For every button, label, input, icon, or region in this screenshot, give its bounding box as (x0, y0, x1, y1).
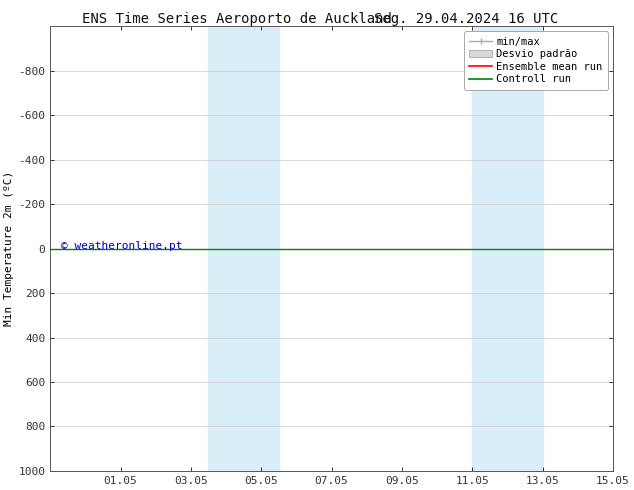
Legend: min/max, Desvio padrão, Ensemble mean run, Controll run: min/max, Desvio padrão, Ensemble mean ru… (464, 31, 608, 90)
Text: ENS Time Series Aeroporto de Auckland: ENS Time Series Aeroporto de Auckland (82, 12, 392, 26)
Text: Seg. 29.04.2024 16 UTC: Seg. 29.04.2024 16 UTC (373, 12, 558, 26)
Text: © weatheronline.pt: © weatheronline.pt (61, 242, 183, 251)
Bar (472, 26, 543, 471)
Y-axis label: Min Temperature 2m (ºC): Min Temperature 2m (ºC) (4, 171, 14, 326)
Bar (209, 26, 279, 471)
